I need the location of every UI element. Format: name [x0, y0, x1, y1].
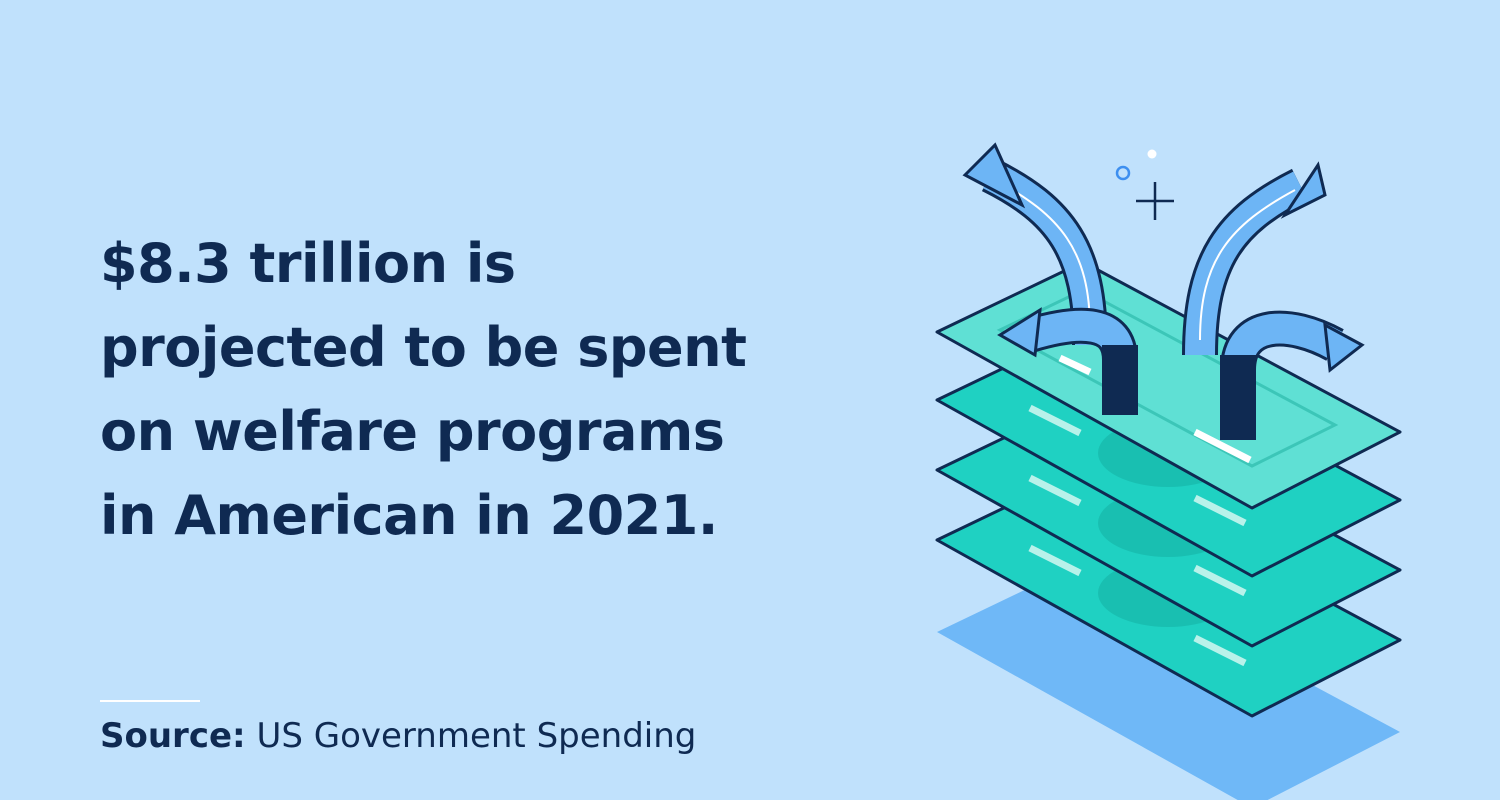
source-text: US Government Spending [256, 716, 697, 756]
headline-line: projected to be spent [100, 316, 747, 379]
headline-line: $8.3 trillion is [100, 232, 516, 295]
sparkles [1115, 149, 1174, 220]
shadow [937, 562, 1400, 800]
divider [100, 700, 200, 702]
headline-line: in American in 2021. [100, 484, 718, 547]
arrows [962, 142, 1365, 440]
headline-line: on welfare programs [100, 400, 725, 463]
headline: $8.3 trillion is projected to be spent o… [100, 222, 747, 558]
source-label: Source: [100, 716, 246, 756]
source: Source: US Government Spending [100, 716, 696, 756]
